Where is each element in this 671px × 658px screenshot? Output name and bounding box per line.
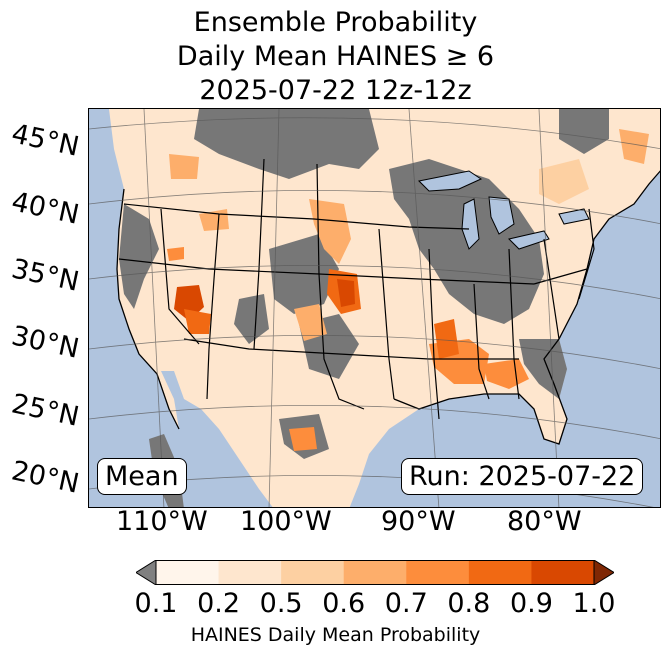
- colorbar-cell: [281, 560, 345, 585]
- colorbar-frame: [155, 560, 595, 585]
- coastline: [116, 170, 660, 445]
- map-title-line1: Ensemble Probability: [193, 7, 478, 38]
- lat-label-25: 25°N: [8, 388, 82, 433]
- lat-label-40: 40°N: [8, 186, 82, 231]
- map-title-line2: Daily Mean HAINES ≥ 6: [176, 41, 495, 72]
- lon-label-80: 80°W: [507, 506, 582, 537]
- colorbar-tick-label: 0.9: [509, 588, 553, 619]
- colorbar-cell: [218, 560, 282, 585]
- run-date-box: Run: 2025-07-22: [401, 458, 644, 495]
- colorbar-cell: [531, 560, 595, 585]
- colorbar-tick-label: 0.1: [134, 588, 178, 619]
- state-boundaries: [118, 158, 595, 420]
- lat-label-45: 45°N: [8, 118, 82, 163]
- map-canvas: [89, 109, 660, 507]
- lat-label-35: 35°N: [8, 253, 82, 298]
- great-lakes: [417, 170, 590, 250]
- lon-label-100: 100°W: [240, 506, 332, 537]
- colorbar-cell: [468, 560, 532, 585]
- colorbar: [136, 560, 614, 585]
- colorbar-tick-label: 1.0: [572, 588, 616, 619]
- lat-label-30: 30°N: [8, 320, 82, 365]
- colorbar-tick-label: 0.8: [447, 588, 491, 619]
- map-title-line3: 2025-07-22 12z-12z: [199, 75, 472, 106]
- probability-patches: [167, 129, 649, 451]
- colorbar-tick-label: 0.7: [384, 588, 428, 619]
- colorbar-tick-label: 0.6: [322, 588, 366, 619]
- colorbar-cell: [343, 560, 407, 585]
- probability-map: [88, 108, 661, 508]
- colorbar-under-arrow: [136, 560, 157, 585]
- lon-label-90: 90°W: [381, 506, 456, 537]
- mean-label-box: Mean: [97, 458, 187, 495]
- colorbar-cell: [406, 560, 470, 585]
- lat-label-20: 20°N: [8, 455, 82, 500]
- colorbar-label: HAINES Daily Mean Probability: [190, 624, 481, 646]
- colorbar-over-arrow: [593, 560, 614, 585]
- colorbar-cell: [156, 560, 220, 585]
- colorbar-tick-label: 0.2: [197, 588, 241, 619]
- graticule: [89, 109, 660, 507]
- lon-label-110: 110°W: [116, 506, 208, 537]
- colorbar-tick-label: 0.5: [259, 588, 303, 619]
